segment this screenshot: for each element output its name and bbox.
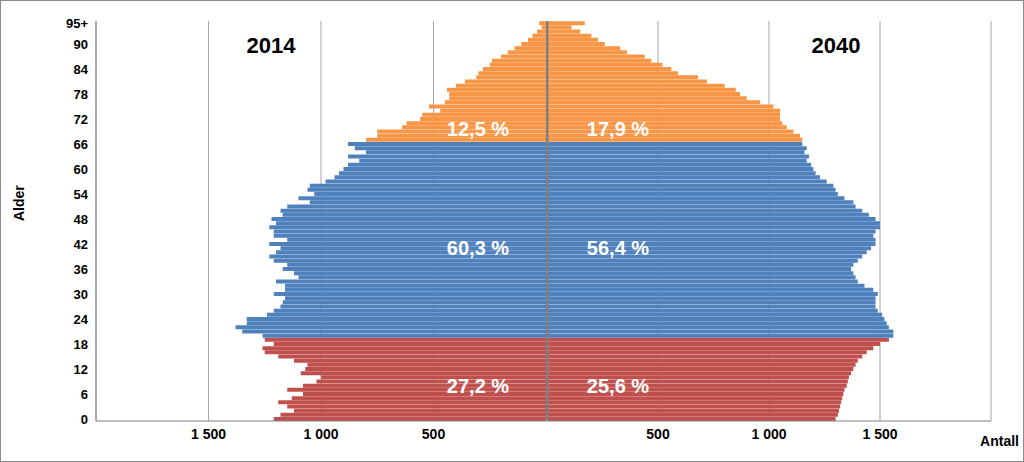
svg-text:1 000: 1 000 xyxy=(751,426,786,442)
html-text:Antall: Antall xyxy=(980,433,1019,449)
svg-text:0: 0 xyxy=(81,412,88,427)
svg-text:54: 54 xyxy=(74,187,89,202)
svg-text:84: 84 xyxy=(74,62,89,77)
html-text:27,2 %: 27,2 % xyxy=(446,374,510,397)
svg-text:1 000: 1 000 xyxy=(303,426,338,442)
html-text:60,3 %: 60,3 % xyxy=(446,236,510,259)
html-text:56,4 %: 56,4 % xyxy=(586,236,650,259)
html-text:25,6 %: 25,6 % xyxy=(586,374,650,397)
svg-text:78: 78 xyxy=(74,87,88,102)
svg-text:30: 30 xyxy=(74,287,88,302)
html-text:2040: 2040 xyxy=(811,33,861,58)
svg-text:24: 24 xyxy=(74,312,89,327)
svg-text:48: 48 xyxy=(74,212,88,227)
svg-text:90: 90 xyxy=(74,37,88,52)
svg-text:66: 66 xyxy=(74,137,88,152)
svg-text:18: 18 xyxy=(74,337,88,352)
html-text:17,9 %: 17,9 % xyxy=(586,117,650,140)
svg-text:12: 12 xyxy=(74,362,88,377)
svg-text:1 500: 1 500 xyxy=(191,426,226,442)
svg-text:72: 72 xyxy=(74,112,88,127)
svg-text:95+: 95+ xyxy=(66,16,88,31)
svg-text:500: 500 xyxy=(646,426,670,442)
html-text:12,5 %: 12,5 % xyxy=(446,117,510,140)
html-text:2014: 2014 xyxy=(246,33,296,58)
svg-text:36: 36 xyxy=(74,262,88,277)
svg-text:6: 6 xyxy=(81,387,88,402)
svg-text:60: 60 xyxy=(74,162,88,177)
svg-text:500: 500 xyxy=(422,426,446,442)
svg-text:42: 42 xyxy=(74,237,88,252)
svg-text:1 500: 1 500 xyxy=(862,426,897,442)
svg-text:Alder: Alder xyxy=(11,185,27,221)
